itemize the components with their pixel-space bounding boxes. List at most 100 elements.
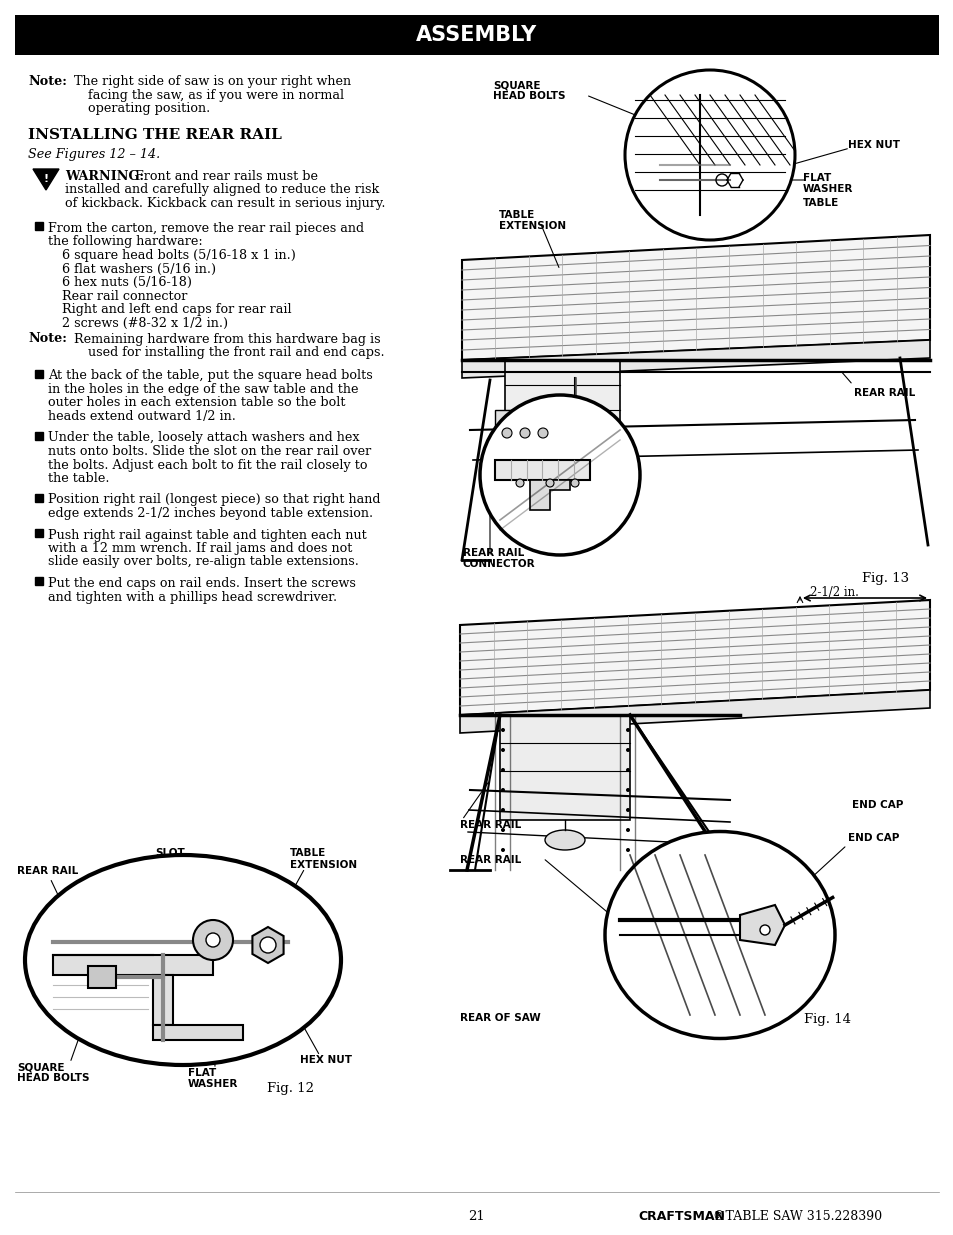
Text: Push right rail against table and tighten each nut: Push right rail against table and tighte… [48, 529, 366, 541]
Text: INSTALLING THE REAR RAIL: INSTALLING THE REAR RAIL [28, 128, 281, 142]
Circle shape [500, 848, 504, 852]
FancyBboxPatch shape [35, 222, 43, 230]
FancyBboxPatch shape [35, 431, 43, 440]
Text: Under the table, loosely attach washers and hex: Under the table, loosely attach washers … [48, 431, 359, 445]
Circle shape [537, 429, 547, 438]
Text: the table.: the table. [48, 472, 110, 485]
Text: of kickback. Kickback can result in serious injury.: of kickback. Kickback can result in seri… [65, 198, 385, 210]
Text: At the back of the table, put the square head bolts: At the back of the table, put the square… [48, 369, 373, 383]
Text: TABLE: TABLE [498, 210, 535, 220]
Circle shape [479, 395, 639, 555]
Polygon shape [152, 974, 172, 1025]
Ellipse shape [604, 831, 834, 1039]
FancyBboxPatch shape [35, 577, 43, 585]
FancyBboxPatch shape [15, 15, 938, 56]
Text: REAR RAIL: REAR RAIL [459, 820, 520, 830]
Text: 21: 21 [468, 1210, 485, 1223]
Text: SCREW: SCREW [648, 990, 690, 1000]
Text: HEAD BOLTS: HEAD BOLTS [17, 1073, 90, 1083]
Polygon shape [33, 169, 59, 190]
Text: heads extend outward 1/2 in.: heads extend outward 1/2 in. [48, 410, 235, 424]
Text: Remaining hardware from this hardware bag is: Remaining hardware from this hardware ba… [70, 332, 380, 346]
Text: SQUARE: SQUARE [493, 80, 540, 90]
Text: EXTENSION: EXTENSION [498, 221, 565, 231]
Text: 2-1/2 in.: 2-1/2 in. [809, 585, 858, 599]
Polygon shape [53, 955, 213, 974]
Text: Fig. 13: Fig. 13 [862, 572, 908, 585]
Polygon shape [459, 600, 929, 715]
Text: END CAP: END CAP [851, 800, 902, 810]
Text: REAR RAIL: REAR RAIL [853, 388, 914, 398]
Text: Position right rail (longest piece) so that right hand: Position right rail (longest piece) so t… [48, 494, 380, 506]
Circle shape [571, 479, 578, 487]
Text: REAR OF SAW: REAR OF SAW [459, 1013, 540, 1023]
Circle shape [260, 937, 275, 953]
Polygon shape [461, 235, 929, 359]
Circle shape [500, 768, 504, 772]
Text: Right and left end caps for rear rail: Right and left end caps for rear rail [62, 303, 292, 316]
Text: operating position.: operating position. [88, 103, 210, 115]
Circle shape [206, 932, 220, 947]
Text: 6 square head bolts (5/16-18 x 1 in.): 6 square head bolts (5/16-18 x 1 in.) [62, 249, 295, 262]
Text: the following hardware:: the following hardware: [48, 236, 203, 248]
Text: with a 12 mm wrench. If rail jams and does not: with a 12 mm wrench. If rail jams and do… [48, 542, 352, 555]
Text: Note:: Note: [28, 332, 67, 346]
Text: 6 flat washers (5/16 in.): 6 flat washers (5/16 in.) [62, 263, 216, 275]
Circle shape [625, 788, 629, 792]
Polygon shape [253, 927, 283, 963]
Circle shape [500, 727, 504, 732]
Text: slide easily over bolts, re-align table extensions.: slide easily over bolts, re-align table … [48, 556, 358, 568]
Text: See Figures 12 – 14.: See Figures 12 – 14. [28, 148, 160, 161]
Circle shape [625, 827, 629, 832]
Text: edge extends 2-1/2 inches beyond table extension.: edge extends 2-1/2 inches beyond table e… [48, 508, 373, 520]
Circle shape [500, 827, 504, 832]
Text: SLOT: SLOT [154, 848, 185, 858]
Text: 6 hex nuts (5/16-18): 6 hex nuts (5/16-18) [62, 275, 192, 289]
Circle shape [760, 925, 769, 935]
Text: CONNECTOR: CONNECTOR [462, 559, 535, 569]
Text: FLAT: FLAT [188, 1068, 216, 1078]
Polygon shape [740, 905, 784, 945]
Circle shape [519, 429, 530, 438]
Text: WARNING:: WARNING: [65, 170, 144, 183]
Text: ASSEMBLY: ASSEMBLY [416, 25, 537, 44]
Circle shape [500, 748, 504, 752]
Polygon shape [459, 690, 929, 734]
Polygon shape [152, 1025, 243, 1040]
Text: !: ! [44, 174, 49, 184]
Circle shape [625, 848, 629, 852]
Text: outer holes in each extension table so the bolt: outer holes in each extension table so t… [48, 396, 345, 410]
Circle shape [193, 920, 233, 960]
Text: WASHER: WASHER [188, 1079, 238, 1089]
Text: SQUARE: SQUARE [17, 1062, 65, 1072]
Text: the bolts. Adjust each bolt to fit the rail closely to: the bolts. Adjust each bolt to fit the r… [48, 458, 367, 472]
Text: EXTENSION: EXTENSION [290, 860, 356, 869]
Polygon shape [461, 340, 929, 378]
Text: WASHER: WASHER [802, 184, 853, 194]
Text: Front and rear rails must be: Front and rear rails must be [131, 170, 317, 183]
Text: installed and carefully aligned to reduce the risk: installed and carefully aligned to reduc… [65, 184, 379, 196]
Text: Fig. 14: Fig. 14 [803, 1013, 850, 1026]
Text: From the carton, remove the rear rail pieces and: From the carton, remove the rear rail pi… [48, 222, 364, 235]
Text: Fig. 12: Fig. 12 [267, 1082, 314, 1095]
FancyBboxPatch shape [35, 369, 43, 378]
Text: Note:: Note: [28, 75, 67, 88]
Circle shape [501, 429, 512, 438]
Circle shape [500, 788, 504, 792]
Text: nuts onto bolts. Slide the slot on the rear rail over: nuts onto bolts. Slide the slot on the r… [48, 445, 371, 458]
Circle shape [516, 479, 523, 487]
Ellipse shape [25, 855, 340, 1065]
Polygon shape [495, 459, 589, 480]
Text: Rear rail connector: Rear rail connector [62, 289, 187, 303]
Circle shape [625, 768, 629, 772]
Text: used for installing the front rail and end caps.: used for installing the front rail and e… [88, 346, 384, 359]
Text: and tighten with a phillips head screwdriver.: and tighten with a phillips head screwdr… [48, 590, 336, 604]
Text: END CAP: END CAP [847, 832, 899, 844]
Text: REAR RAIL: REAR RAIL [459, 855, 520, 864]
Circle shape [625, 727, 629, 732]
Text: CRAFTSMAN: CRAFTSMAN [638, 1210, 724, 1223]
Text: in the holes in the edge of the saw table and the: in the holes in the edge of the saw tabl… [48, 383, 358, 396]
FancyBboxPatch shape [504, 359, 619, 459]
Text: HEAD BOLTS: HEAD BOLTS [493, 91, 565, 101]
Text: Put the end caps on rail ends. Insert the screws: Put the end caps on rail ends. Insert th… [48, 577, 355, 590]
